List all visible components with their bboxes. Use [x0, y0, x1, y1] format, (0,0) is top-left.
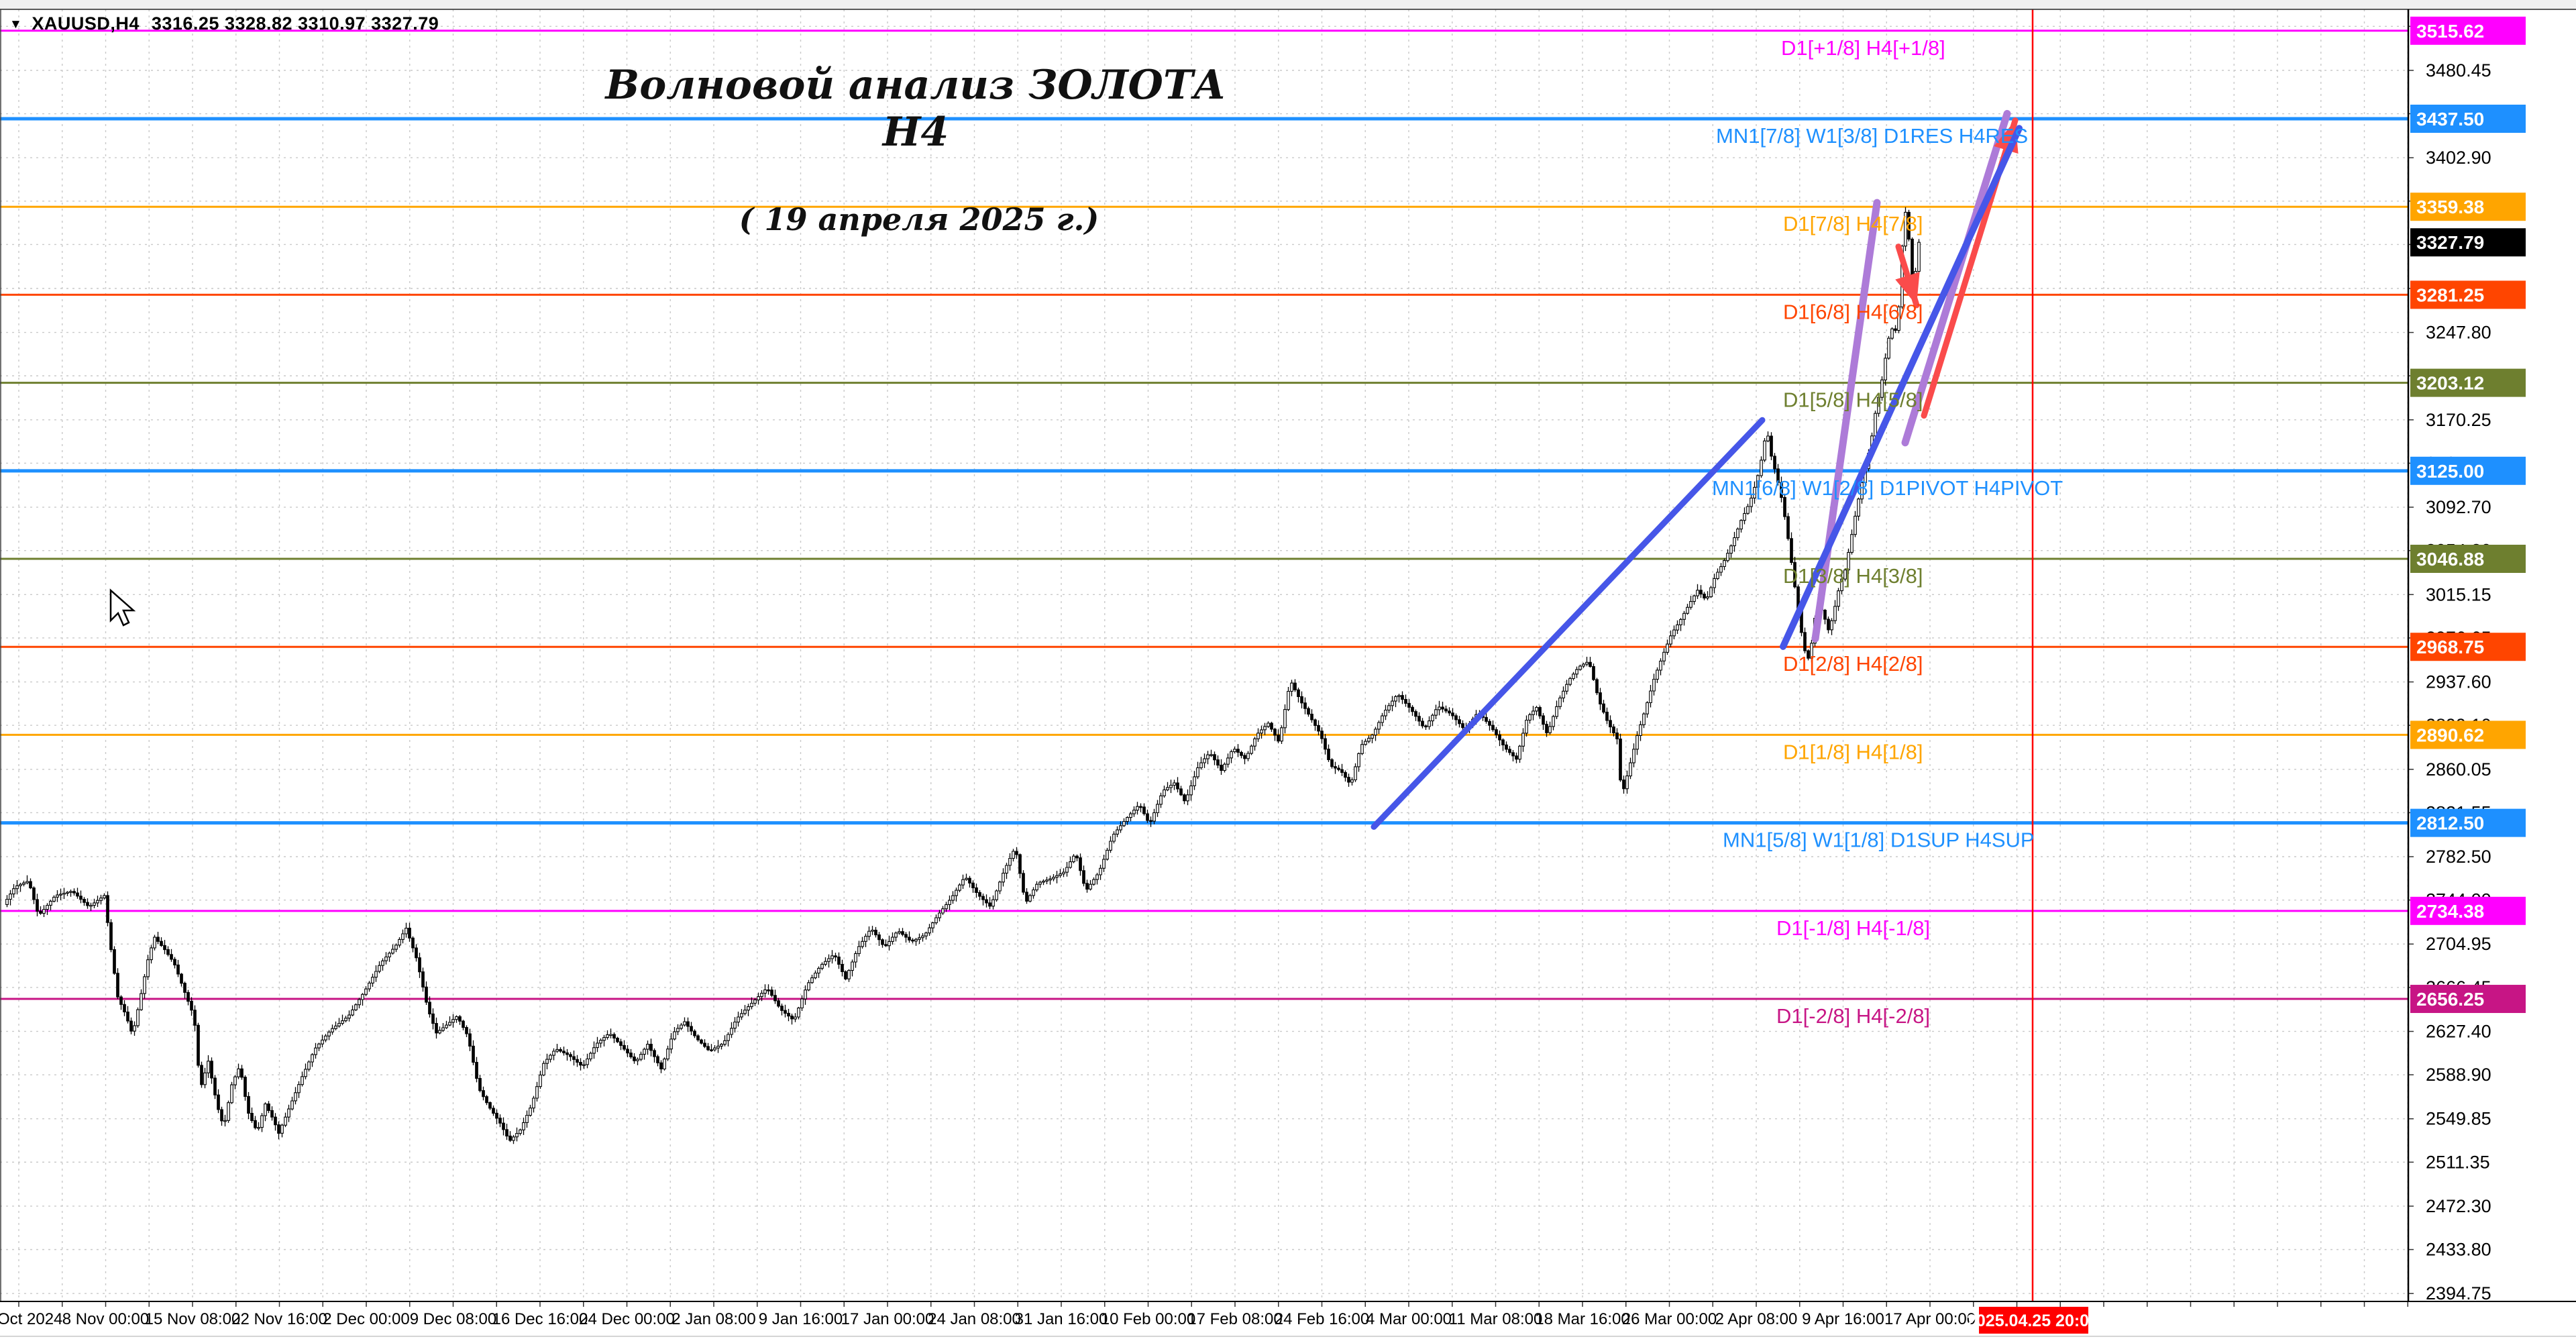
level-label: D1[1/8] H4[1/8]	[1783, 740, 1923, 763]
level-label: MN1[7/8] W1[3/8] D1RES H4RES	[1716, 124, 2028, 148]
level-price-badge: 3515.62	[2416, 21, 2484, 42]
time-axis-label: 24 Dec 00:00	[579, 1310, 675, 1328]
price-badge-bg	[2410, 896, 2526, 925]
level-label: D1[+1/8] H4[+1/8]	[1781, 36, 1945, 60]
time-axis-label: 2 Jan 08:00	[672, 1310, 755, 1328]
level-price-badge: 2890.62	[2416, 725, 2484, 745]
future-date-badge-bg	[1979, 1307, 2088, 1334]
price-axis-label: 3247.80	[2426, 323, 2491, 343]
price-badge-bg	[2410, 456, 2526, 485]
price-badge-bg	[2410, 105, 2526, 133]
price-axis-label: 3170.25	[2426, 410, 2491, 430]
level-price-badge: 3203.12	[2416, 373, 2484, 394]
level-label: D1[2/8] H4[2/8]	[1783, 652, 1923, 676]
candles-up	[5, 211, 1921, 1141]
price-axis-label: 2588.90	[2426, 1065, 2491, 1085]
price-axis-label: 3015.15	[2426, 584, 2491, 604]
time-axis-label: 17 Jan 00:00	[841, 1310, 934, 1328]
symbol-info-bar[interactable]: ▼ XAUUSD,H4 3316.25 3328.82 3310.97 3327.7…	[9, 13, 439, 34]
price-axis-label: 2394.75	[2426, 1283, 2491, 1303]
level-label: D1[-1/8] H4[-1/8]	[1776, 916, 1930, 940]
level-price-badge: 2656.25	[2416, 989, 2484, 1010]
price-badge-bg	[2410, 280, 2526, 309]
level-label: D1[3/8] H4[3/8]	[1783, 564, 1923, 588]
price-badge-bg	[2410, 16, 2526, 45]
price-axis-label: 2782.50	[2426, 847, 2491, 867]
time-axis-label: 9 Apr 16:00	[1802, 1310, 1884, 1328]
price-badge-bg	[2410, 633, 2526, 661]
level-label: D1[7/8] H4[7/8]	[1783, 212, 1923, 235]
level-label: D1[-2/8] H4[-2/8]	[1776, 1004, 1930, 1028]
time-axis-label: 4 Mar 00:00	[1366, 1310, 1452, 1328]
price-axis-label: 2627.40	[2426, 1021, 2491, 1041]
time-axis-label: 24 Jan 08:00	[928, 1310, 1021, 1328]
price-axis-label: 2704.95	[2426, 934, 2491, 954]
time-axis-label: 9 Dec 08:00	[410, 1310, 496, 1328]
trendline-impulse-march-blue[interactable]	[1371, 417, 1766, 831]
bottom-divider	[0, 1336, 2576, 1337]
chart-subtitle-annotation: ( 19 апреля 2025 г.)	[739, 201, 1099, 237]
time-axis-label: 31 Oct 2024	[0, 1310, 62, 1328]
price-badge-bg	[2410, 808, 2526, 837]
price-axis-label: 3402.90	[2426, 148, 2491, 168]
price-badge-bg	[2410, 228, 2526, 257]
candle-wicks	[6, 207, 1920, 1144]
price-axis-label: 3092.70	[2426, 497, 2491, 517]
symbol-ohlc-values: 3316.25 3328.82 3310.97 3327.79	[151, 13, 439, 34]
time-axis-label: 8 Nov 00:00	[62, 1310, 149, 1328]
time-axis-label: 2 Apr 08:00	[1715, 1310, 1798, 1328]
time-axis-label: 22 Nov 16:00	[231, 1310, 327, 1328]
level-price-badge: 3359.38	[2416, 197, 2484, 217]
price-axis-label: 2860.05	[2426, 759, 2491, 780]
candles-down	[29, 211, 1914, 1141]
symbol-name: XAUUSD,H4	[32, 13, 140, 34]
time-axis-label: 15 Nov 08:00	[145, 1310, 241, 1328]
price-badge-bg	[2410, 720, 2526, 749]
price-axis-label: 2549.85	[2426, 1109, 2491, 1129]
mouse-cursor-icon	[109, 588, 136, 627]
time-axis-label: 24 Feb 16:00	[1275, 1310, 1369, 1328]
time-axis-label: 2 Dec 00:00	[323, 1310, 409, 1328]
time-axis-label: 18 Mar 16:00	[1535, 1310, 1629, 1328]
price-badge-bg	[2410, 545, 2526, 574]
symbol-dropdown-icon[interactable]: ▼	[9, 17, 23, 32]
chart-title-annotation: Волновой анализ ЗОЛОТА H4	[605, 62, 1226, 156]
level-price-badge: 3046.88	[2416, 549, 2484, 570]
time-axis-label: 16 Dec 16:00	[492, 1310, 588, 1328]
level-label: D1[6/8] H4[6/8]	[1783, 300, 1923, 323]
trendline-projection-blue[interactable]	[1780, 125, 2023, 650]
price-axis-label: 2433.80	[2426, 1240, 2491, 1260]
time-axis-label: 17 Feb 08:00	[1187, 1310, 1282, 1328]
future-date-badge: 2025.04.25 20:00	[1967, 1311, 2098, 1330]
time-axis-label: 31 Jan 16:00	[1015, 1310, 1108, 1328]
price-axis-label: 2472.30	[2426, 1196, 2491, 1216]
time-axis-label: 17 Apr 00:00	[1884, 1310, 1976, 1328]
level-price-badge: 3125.00	[2416, 461, 2484, 482]
level-label: D1[5/8] H4[5/8]	[1783, 388, 1923, 412]
time-axis-label: 11 Mar 08:00	[1449, 1310, 1543, 1328]
level-price-badge: 3281.25	[2416, 284, 2484, 305]
level-price-badge: 2968.75	[2416, 637, 2484, 657]
level-price-badge: 3437.50	[2416, 109, 2484, 129]
level-price-badge: 2734.38	[2416, 901, 2484, 922]
time-axis-label: 26 Mar 00:00	[1622, 1310, 1717, 1328]
trendline-projection-purple[interactable]	[1901, 109, 2011, 447]
price-axis-label: 2937.60	[2426, 672, 2491, 692]
time-axis-label: 9 Jan 16:00	[759, 1310, 843, 1328]
price-badge-bg	[2410, 193, 2526, 221]
price-badge-bg	[2410, 368, 2526, 397]
trendline-impulse-april-purple[interactable]	[1811, 199, 1881, 643]
time-axis-label: 10 Feb 00:00	[1101, 1310, 1195, 1328]
level-label: MN1[6/8] W1[2/8] D1PIVOT H4PIVOT	[1712, 476, 2063, 500]
price-badge-bg	[2410, 985, 2526, 1014]
arrowhead-icon	[1895, 272, 1920, 305]
price-axis-label: 3480.45	[2426, 60, 2491, 81]
price-axis-label: 2511.35	[2426, 1152, 2490, 1172]
level-price-badge: 2812.50	[2416, 813, 2484, 834]
level-label: MN1[5/8] W1[1/8] D1SUP H4SUP	[1723, 828, 2035, 852]
current-price-badge: 3327.79	[2416, 232, 2484, 253]
